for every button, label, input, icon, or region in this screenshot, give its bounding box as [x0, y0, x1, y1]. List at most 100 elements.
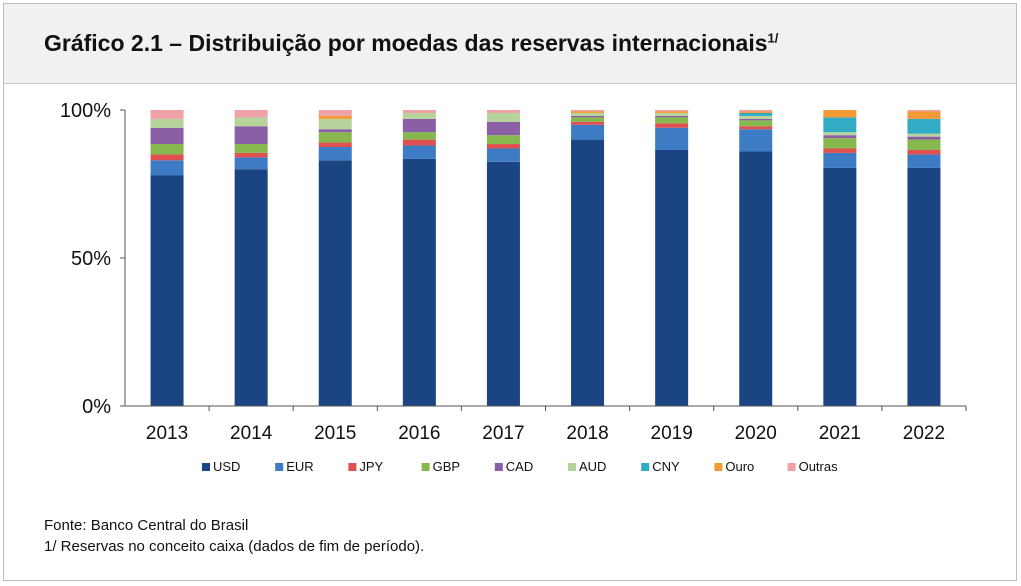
bar-segment-cad-2015 — [318, 129, 352, 133]
bar-segment-eur-2021 — [823, 152, 857, 168]
y-tick-label: 0% — [82, 396, 111, 418]
bar-segment-usd-2021 — [823, 167, 857, 406]
bars-group — [150, 110, 941, 406]
legend-swatch-cad — [494, 463, 503, 471]
bar-segment-gbp-2013 — [150, 144, 184, 155]
bar-segment-outras-2018 — [571, 110, 605, 112]
x-tick-label: 2013 — [146, 423, 188, 444]
bar-segment-ouro-2021 — [823, 110, 857, 118]
bar-segment-outras-2019 — [655, 110, 689, 112]
bar-segment-jpy-2013 — [150, 154, 184, 161]
x-tick-label: 2018 — [566, 423, 608, 444]
legend-label-eur: EUR — [286, 459, 313, 474]
legend-label-aud: AUD — [579, 459, 606, 474]
bar-segment-ouro-2020 — [739, 111, 773, 113]
bar-segment-usd-2013 — [150, 175, 184, 406]
bar-segment-usd-2022 — [907, 167, 941, 406]
bar-segment-jpy-2021 — [823, 148, 857, 153]
x-tick-label: 2021 — [819, 423, 861, 444]
bar-segment-aud-2022 — [907, 133, 941, 137]
legend-label-usd: USD — [213, 459, 240, 474]
bar-segment-eur-2019 — [655, 127, 689, 150]
bar-segment-gbp-2020 — [739, 120, 773, 127]
source-note: Fonte: Banco Central do Brasil — [44, 517, 249, 534]
legend-label-jpy: JPY — [359, 459, 383, 474]
bar-segment-eur-2018 — [571, 124, 605, 140]
bar-segment-jpy-2019 — [655, 123, 689, 128]
y-tick-label: 100% — [60, 100, 111, 122]
chart-title-footnote-mark: 1/ — [767, 30, 779, 46]
bar-segment-aud-2018 — [571, 112, 605, 116]
bar-segment-jpy-2018 — [571, 121, 605, 125]
chart-title-text: Gráfico 2.1 – Distribuição por moedas da… — [44, 30, 768, 56]
x-tick-label: 2022 — [903, 423, 945, 444]
bar-segment-aud-2016 — [402, 112, 436, 119]
bar-segment-outras-2020 — [739, 110, 773, 112]
legend-swatch-usd — [202, 463, 210, 471]
bar-segment-gbp-2016 — [402, 132, 436, 140]
bar-segment-eur-2014 — [234, 157, 268, 170]
bar-segment-cny-2022 — [907, 118, 941, 134]
bar-segment-cad-2016 — [402, 118, 436, 133]
bar-segment-jpy-2015 — [318, 142, 352, 147]
legend-label-gbp: GBP — [433, 459, 460, 474]
bar-segment-eur-2017 — [486, 148, 520, 162]
bar-segment-ouro-2018 — [571, 111, 605, 113]
bar-segment-outras-2014 — [234, 110, 268, 118]
legend-group: USD EUR JPY GBP CAD AUD CNY Ouro Outras — [202, 459, 838, 474]
footnote: 1/ Reservas no conceito caixa (dados de … — [44, 538, 425, 555]
bar-segment-jpy-2020 — [739, 126, 773, 130]
bar-segment-cad-2017 — [486, 121, 520, 136]
bar-segment-gbp-2015 — [318, 132, 352, 143]
bar-segment-usd-2018 — [571, 139, 605, 406]
legend-swatch-cny — [641, 463, 650, 471]
bar-segment-jpy-2014 — [234, 152, 268, 158]
chart-header: Gráfico 2.1 – Distribuição por moedas da… — [4, 4, 1016, 84]
bar-segment-gbp-2021 — [823, 138, 857, 149]
bar-segment-eur-2022 — [907, 154, 941, 168]
bar-segment-gbp-2018 — [571, 117, 605, 122]
x-tick-label: 2017 — [482, 423, 524, 444]
bar-segment-cad-2019 — [655, 115, 689, 118]
bar-segment-aud-2013 — [150, 118, 184, 128]
bar-segment-aud-2020 — [739, 115, 773, 119]
legend-swatch-gbp — [421, 463, 430, 471]
bar-segment-cad-2018 — [571, 115, 605, 118]
bar-segment-outras-2016 — [402, 110, 436, 113]
x-tick-label: 2020 — [735, 423, 777, 444]
legend-label-cny: CNY — [652, 459, 680, 474]
bar-segment-gbp-2022 — [907, 139, 941, 150]
bar-segment-usd-2019 — [655, 149, 689, 406]
bar-segment-cad-2020 — [739, 118, 773, 121]
bar-segment-usd-2020 — [739, 151, 773, 406]
bar-segment-aud-2014 — [234, 117, 268, 127]
bar-segment-cad-2013 — [150, 127, 184, 145]
bar-segment-eur-2013 — [150, 160, 184, 176]
bar-segment-cad-2022 — [907, 136, 941, 140]
bar-segment-usd-2014 — [234, 169, 268, 406]
bar-segment-gbp-2017 — [486, 135, 520, 145]
legend-swatch-outras — [787, 463, 796, 471]
x-tick-label: 2014 — [230, 423, 273, 444]
bar-segment-usd-2017 — [486, 161, 520, 406]
bar-segment-gbp-2019 — [655, 117, 689, 124]
bar-segment-outras-2015 — [318, 110, 352, 116]
bar-segment-eur-2015 — [318, 147, 352, 161]
bar-segment-outras-2022 — [907, 110, 941, 112]
bar-segment-eur-2020 — [739, 129, 773, 152]
legend-swatch-jpy — [348, 463, 357, 471]
bar-segment-aud-2015 — [318, 118, 352, 130]
bar-segment-ouro-2015 — [318, 115, 352, 119]
bar-segment-jpy-2017 — [486, 144, 520, 149]
bar-segment-usd-2016 — [402, 158, 436, 406]
bar-segment-gbp-2014 — [234, 144, 268, 153]
bar-segment-cny-2021 — [823, 117, 857, 133]
x-tick-label: 2019 — [651, 423, 693, 444]
bar-segment-usd-2015 — [318, 160, 352, 406]
legend-label-ouro: Ouro — [725, 459, 754, 474]
axes-group: 2013 2014 2015 2016 2017 2018 2019 2020 2021 2022… — [60, 100, 967, 444]
legend-swatch-eur — [275, 463, 284, 471]
bar-segment-cny-2020 — [739, 112, 773, 116]
bar-segment-outras-2013 — [150, 110, 184, 119]
chart-footer: Fonte: Banco Central do Brasil 1/ Reserv… — [44, 515, 424, 557]
